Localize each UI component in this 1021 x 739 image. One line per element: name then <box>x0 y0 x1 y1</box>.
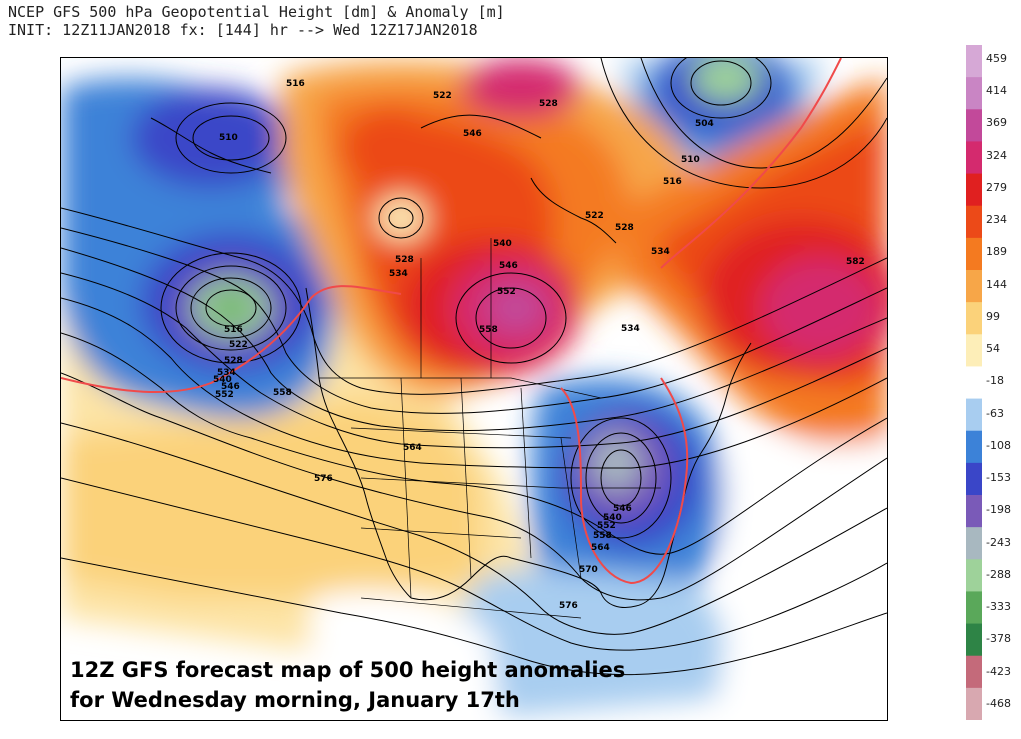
colorbar-label: -288 <box>986 567 1011 581</box>
colorbar-label: 144 <box>986 277 1007 291</box>
colorbar-segment <box>966 430 982 464</box>
contour-label: 522 <box>585 211 604 221</box>
colorbar-segment <box>966 270 982 303</box>
contour-label: 564 <box>403 443 422 453</box>
contour-label: 546 <box>499 261 518 271</box>
colorbar-segment <box>966 655 982 689</box>
colorbar-segment <box>966 559 982 592</box>
colorbar-segment <box>966 462 982 496</box>
contour-label: 516 <box>224 325 243 335</box>
colorbar-segment <box>966 591 982 625</box>
colorbar-label: -108 <box>986 438 1011 452</box>
colorbar-segment <box>966 237 982 271</box>
contour-label: 534 <box>621 324 640 334</box>
colorbar-segment <box>966 495 982 528</box>
colorbar-label: 414 <box>986 84 1007 98</box>
colorbar-label: 99 <box>986 309 1000 323</box>
contour-label: 558 <box>273 388 292 398</box>
contour-label: 582 <box>846 257 865 267</box>
colorbar-label: 54 <box>986 342 1000 356</box>
height-contours <box>61 58 887 676</box>
colorbar-segment <box>966 205 982 239</box>
contour-label: 534 <box>217 368 236 378</box>
title-line2: INIT: 12Z11JAN2018 fx: [144] hr --> Wed … <box>8 21 478 39</box>
colorbar-label: 189 <box>986 245 1007 259</box>
caption-line2: for Wednesday morning, January 17th <box>70 688 520 712</box>
contour-label: 552 <box>497 287 516 297</box>
map-caption: 12Z GFS forecast map of 500 height anoma… <box>70 655 625 715</box>
colorbar-label: -468 <box>986 696 1011 710</box>
colorbar-label: 324 <box>986 148 1007 162</box>
colorbar-label: -63 <box>986 406 1004 420</box>
colorbar-segment <box>966 366 982 400</box>
colorbar-segment <box>966 45 982 78</box>
coastlines <box>150 114 752 608</box>
contour-label: 528 <box>395 255 414 265</box>
contour-label: 540 <box>213 375 232 385</box>
colorbar-label: 279 <box>986 180 1007 194</box>
colorbar-label: -153 <box>986 471 1011 485</box>
title-line1: NCEP GFS 500 hPa Geopotential Height [dm… <box>8 3 505 21</box>
contour-label: 540 <box>493 239 512 249</box>
contour-label: 546 <box>613 504 632 514</box>
caption-line1: 12Z GFS forecast map of 500 height anoma… <box>70 658 626 682</box>
colorbar-label: -378 <box>986 632 1011 646</box>
colorbar-label: -198 <box>986 503 1011 517</box>
colorbar-label: -243 <box>986 535 1011 549</box>
contour-label: 552 <box>215 390 234 400</box>
map-panel: 516 510 522 528 546 504 510 516 522 528 … <box>60 57 888 721</box>
contour-labels: 516 510 522 528 546 504 510 516 522 528 … <box>213 79 865 611</box>
colorbar-label: -423 <box>986 664 1011 678</box>
colorbar-segment <box>966 302 982 335</box>
anomaly-colorbar <box>966 45 982 720</box>
contour-label: 576 <box>314 474 333 484</box>
contour-label: 540 <box>603 513 622 523</box>
colorbar-segment <box>966 334 982 367</box>
colorbar-segment <box>966 398 982 432</box>
colorbar-segment <box>966 109 982 142</box>
contour-label: 546 <box>221 382 240 392</box>
contour-label: 522 <box>433 91 452 101</box>
colorbar-label: 369 <box>986 116 1007 130</box>
contour-label: 516 <box>286 79 305 89</box>
contour-label: 564 <box>591 543 610 553</box>
map-title: NCEP GFS 500 hPa Geopotential Height [dm… <box>8 3 505 39</box>
contour-label: 552 <box>597 521 616 531</box>
colorbar-segment <box>966 527 982 560</box>
contour-label: 558 <box>593 531 612 541</box>
contour-label: 570 <box>579 565 598 575</box>
contour-label: 546 <box>463 129 482 139</box>
contour-label: 528 <box>224 356 243 366</box>
contour-label: 534 <box>389 269 408 279</box>
colorbar-label: 234 <box>986 213 1007 227</box>
colorbar-segment <box>966 687 982 720</box>
contour-label: 504 <box>695 119 714 129</box>
colorbar-label: 459 <box>986 52 1007 65</box>
contour-label: 522 <box>229 340 248 350</box>
contour-label: 510 <box>681 155 700 165</box>
colorbar-segment <box>966 623 982 657</box>
contour-label: 528 <box>539 99 558 109</box>
contour-label: 510 <box>219 133 238 143</box>
contour-label: 516 <box>663 177 682 187</box>
contour-label: 528 <box>615 223 634 233</box>
contour-label: 534 <box>651 247 670 257</box>
colorbar-label: -18 <box>986 374 1004 388</box>
contour-label: 558 <box>479 325 498 335</box>
colorbar-segment <box>966 173 982 207</box>
colorbar-segment <box>966 141 982 175</box>
colorbar-segment <box>966 77 982 110</box>
highlight-contour <box>61 58 842 585</box>
anomaly-map: 516 510 522 528 546 504 510 516 522 528 … <box>61 58 887 720</box>
contour-label: 576 <box>559 601 578 611</box>
colorbar-label: -333 <box>986 600 1011 614</box>
